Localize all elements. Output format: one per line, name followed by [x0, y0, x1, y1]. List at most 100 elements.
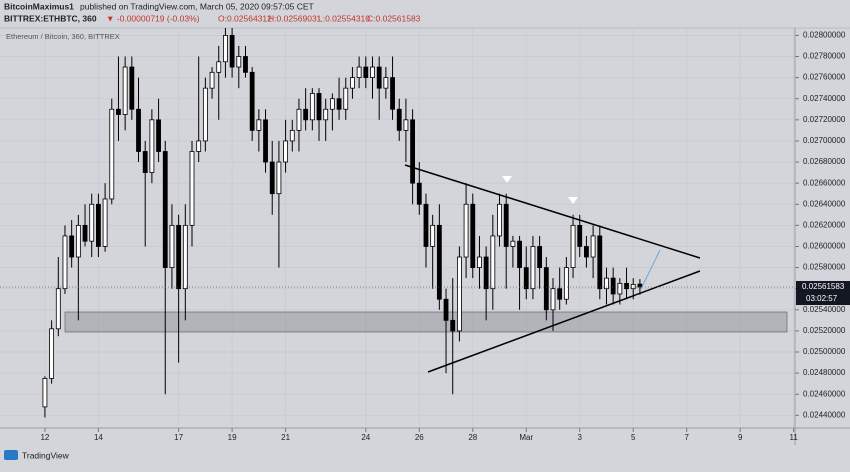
countdown: 03:02:57: [806, 294, 838, 303]
candle-body: [343, 87, 349, 110]
y-tick-label: 0.02500000: [803, 347, 846, 356]
candle-body: [436, 224, 442, 300]
candle-body: [156, 119, 161, 152]
candle-body: [624, 283, 629, 290]
x-tick-label: 24: [361, 433, 370, 442]
candle-body: [463, 203, 469, 258]
candle-body: [503, 203, 509, 247]
candle-body: [176, 224, 182, 290]
x-tick-label: 14: [94, 433, 103, 442]
candle-body: [209, 71, 215, 89]
resistance-line: [404, 164, 701, 259]
y-tick-label: 0.02480000: [803, 368, 846, 377]
candle-body: [122, 66, 128, 115]
candle-body: [189, 151, 195, 226]
candle-body: [410, 119, 416, 184]
x-tick-label: 9: [738, 433, 743, 442]
support-zone: [64, 311, 788, 333]
candle-body: [490, 235, 496, 290]
y-tick-label: 0.02760000: [803, 73, 846, 82]
candle-body: [390, 77, 395, 110]
y-tick-label: 0.02680000: [803, 157, 846, 166]
candle-body: [82, 224, 88, 242]
candle-body: [169, 224, 175, 268]
support-line: [427, 270, 701, 373]
ohlc-close: C:0.02561583: [367, 13, 421, 23]
candle-body: [590, 235, 596, 258]
published: published on TradingView.com, March 05, …: [80, 1, 314, 11]
chart-title: Ethereum / Bitcoin, 360, BITTREX: [6, 32, 120, 41]
y-tick-label: 0.02520000: [803, 326, 846, 335]
x-tick-label: Mar: [519, 433, 533, 442]
x-tick-label: 28: [468, 433, 477, 442]
candle-body: [456, 256, 462, 332]
candle-body: [376, 66, 382, 89]
candle-body: [350, 77, 355, 89]
candle-body: [42, 377, 48, 408]
candle-body: [396, 108, 402, 131]
brand: TradingView: [22, 450, 70, 460]
candle-body: [584, 246, 589, 258]
candle-body: [450, 319, 456, 332]
countdown-box: [796, 293, 850, 306]
candle-body: [249, 71, 255, 131]
candle-body: [423, 203, 429, 247]
candle-body: [570, 224, 576, 268]
candle-body: [216, 61, 222, 73]
candle-body: [477, 256, 482, 268]
symbol: BITTREX:ETHBTC, 360: [4, 13, 97, 23]
candle-body: [129, 66, 135, 110]
candle-body: [75, 224, 81, 258]
candle-body: [243, 56, 248, 73]
y-tick-label: 0.02700000: [803, 136, 846, 145]
last-price-label: 0.02561583: [802, 282, 845, 291]
ohlc-high: H:0.02569031: [268, 13, 322, 23]
y-tick-label: 0.02620000: [803, 220, 846, 229]
candle-body: [543, 267, 549, 311]
y-tick-label: 0.02740000: [803, 94, 846, 103]
candle-body: [102, 198, 108, 247]
candle-body: [630, 284, 636, 290]
y-tick-label: 0.02780000: [803, 52, 846, 61]
candle-body: [142, 151, 148, 173]
x-tick-label: 3: [578, 433, 583, 442]
candle-body: [55, 288, 61, 330]
candle-body: [550, 288, 556, 311]
y-tick-label: 0.02540000: [803, 305, 846, 314]
candle-body: [604, 277, 609, 290]
candle-body: [62, 235, 68, 290]
candle-body: [597, 235, 603, 290]
candle-body: [182, 224, 188, 290]
candle-body: [416, 182, 422, 205]
x-tick-label: 11: [790, 433, 799, 442]
candle-body: [617, 283, 623, 295]
candle-body: [149, 119, 155, 173]
candle-body: [263, 119, 268, 163]
projection-line: [640, 249, 661, 290]
candle-body: [49, 328, 55, 379]
last-price-box: [796, 281, 850, 294]
candle-body: [523, 267, 529, 290]
candle-body: [236, 56, 242, 68]
candle-body: [577, 224, 583, 247]
y-tick-label: 0.02720000: [803, 115, 846, 124]
candle-body: [309, 93, 315, 121]
candle-body: [443, 298, 449, 321]
candle-body: [610, 277, 616, 295]
candle-body: [430, 224, 436, 247]
candle-body: [89, 203, 95, 242]
candle-body: [276, 161, 282, 195]
candle-body: [316, 93, 322, 121]
candle-body: [196, 140, 202, 152]
candle-body: [530, 246, 536, 290]
y-tick-label: 0.02460000: [803, 389, 846, 398]
marker: [502, 176, 512, 183]
author: BitcoinMaximus1: [4, 1, 74, 11]
x-tick-label: 19: [228, 433, 237, 442]
marker: [568, 197, 578, 204]
candle-body: [470, 203, 476, 268]
candle-body: [289, 129, 295, 142]
candle-body: [537, 246, 543, 268]
y-tick-label: 0.02800000: [803, 30, 846, 39]
